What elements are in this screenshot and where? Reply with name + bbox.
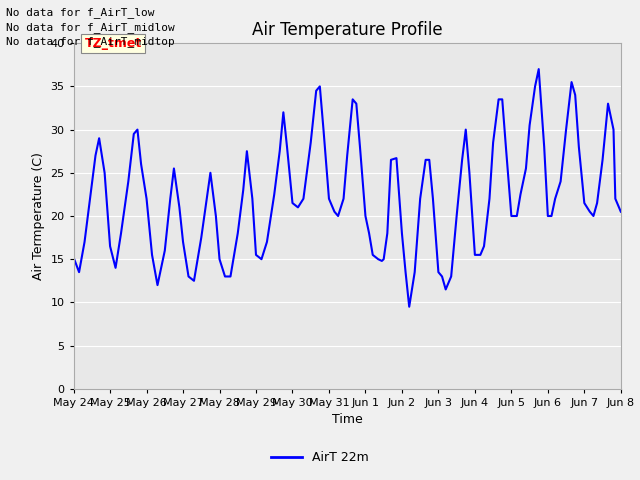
Text: No data for f_AirT_low: No data for f_AirT_low	[6, 7, 155, 18]
Legend: AirT 22m: AirT 22m	[266, 446, 374, 469]
Text: No data for f_AirT_midlow: No data for f_AirT_midlow	[6, 22, 175, 33]
Text: TZ_tmet: TZ_tmet	[84, 36, 142, 49]
Title: Air Temperature Profile: Air Temperature Profile	[252, 21, 442, 39]
Y-axis label: Air Termperature (C): Air Termperature (C)	[32, 152, 45, 280]
X-axis label: Time: Time	[332, 413, 363, 426]
Text: No data for f_AirT_midtop: No data for f_AirT_midtop	[6, 36, 175, 47]
